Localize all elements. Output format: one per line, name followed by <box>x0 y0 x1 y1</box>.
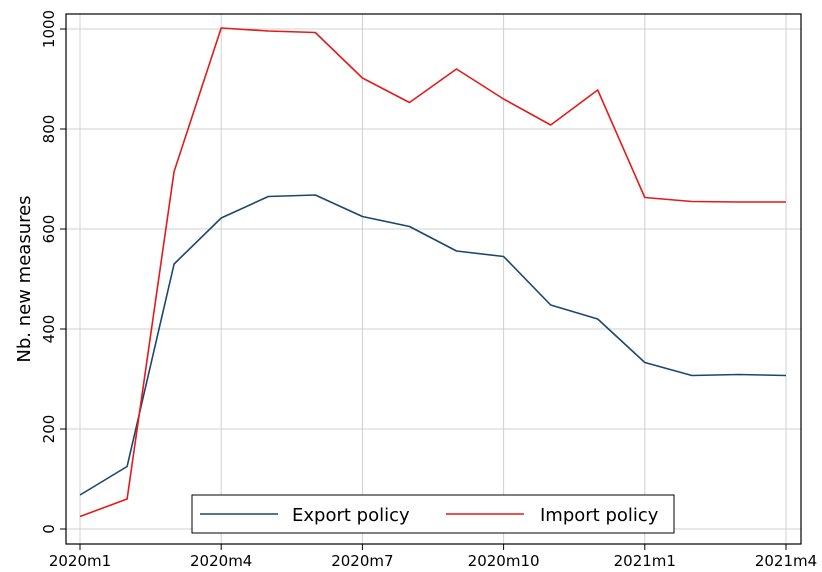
y-tick-label: 600 <box>40 215 58 244</box>
y-axis: 0 200 400 600 800 1000 <box>40 10 66 534</box>
y-axis-title: Nb. new measures <box>14 195 35 362</box>
y-tick-label: 0 <box>40 524 58 534</box>
y-tick-label: 400 <box>40 315 58 344</box>
legend-label: Import policy <box>540 505 659 526</box>
series-layer <box>79 27 787 518</box>
grid-lines <box>66 14 801 544</box>
x-tick-label: 2021m4 <box>755 552 817 570</box>
plot-background <box>66 14 801 544</box>
x-tick-label: 2020m10 <box>468 552 540 570</box>
legend-label: Export policy <box>292 505 410 526</box>
x-tick-label: 2020m7 <box>331 552 393 570</box>
x-tick-label: 2020m4 <box>190 552 252 570</box>
y-tick-label: 1000 <box>40 10 58 48</box>
plot-frame <box>65 13 802 545</box>
y-tick-label: 800 <box>40 115 58 144</box>
series-line-import-policy <box>79 27 786 518</box>
x-axis: 2020m1 2020m4 2020m7 2020m10 2021m1 2021m4 <box>49 544 817 570</box>
x-tick-label: 2020m1 <box>49 552 111 570</box>
series-line-export-policy <box>79 194 787 496</box>
legend: Export policy Import policy <box>191 494 675 534</box>
x-tick-label: 2021m1 <box>614 552 676 570</box>
y-tick-label: 200 <box>40 415 58 444</box>
